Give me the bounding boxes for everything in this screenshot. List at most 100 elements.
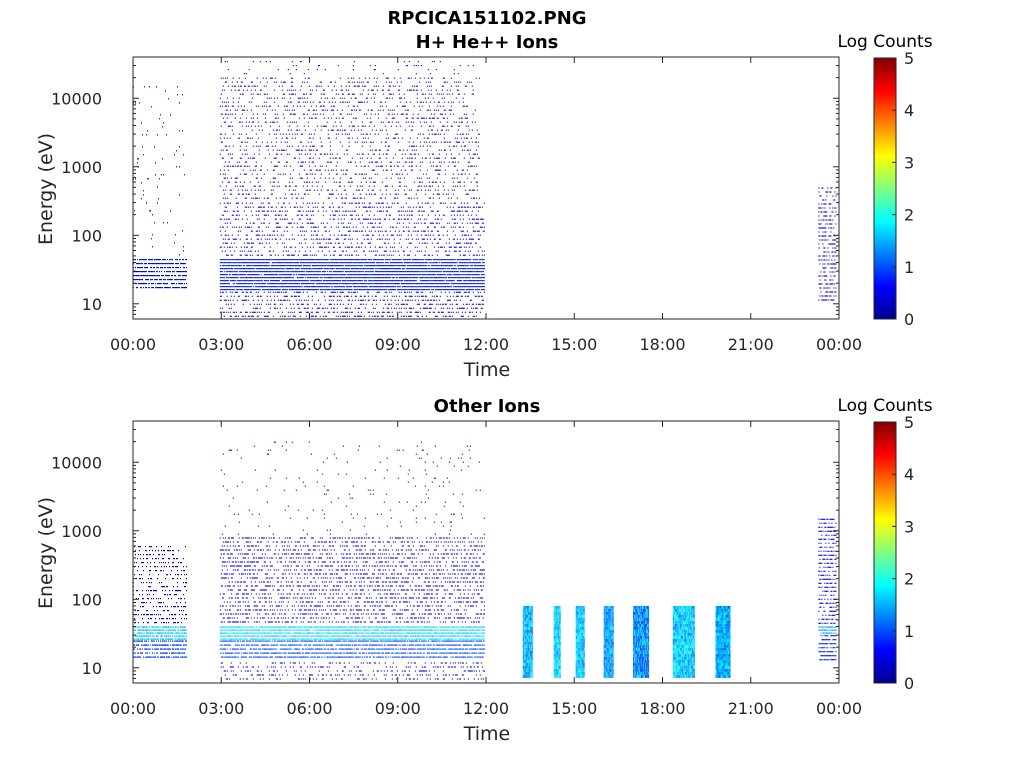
spectrogram-cell xyxy=(279,307,281,309)
spectrogram-cell xyxy=(452,206,454,208)
spectrogram-cell xyxy=(459,254,461,256)
spectrogram-cell xyxy=(309,280,311,282)
spectrogram-cell xyxy=(248,268,250,270)
spectrogram-cell xyxy=(174,154,175,156)
spectrogram-cell xyxy=(287,280,289,282)
spectrogram-cell xyxy=(413,226,415,228)
spectrogram-cell xyxy=(182,283,183,285)
spectrogram-cell xyxy=(373,259,375,261)
spectrogram-cell xyxy=(313,280,315,282)
spectrogram-cell xyxy=(376,218,378,220)
spectrogram-cell xyxy=(282,283,284,285)
spectrogram-cell xyxy=(416,311,418,313)
spectrogram-cell xyxy=(160,283,161,285)
spectrogram-cell xyxy=(158,198,159,200)
spectrogram-cell xyxy=(476,265,478,267)
spectrogram-cell xyxy=(429,286,431,288)
spectrogram-cell xyxy=(472,226,474,228)
spectrogram-cell xyxy=(393,286,395,288)
spectrogram-cell xyxy=(447,268,449,270)
spectrogram-cell xyxy=(226,280,228,282)
spectrogram-cell xyxy=(477,280,479,282)
spectrogram-cell xyxy=(181,263,182,265)
spectrogram-cell xyxy=(405,268,407,270)
spectrogram-cell xyxy=(348,271,350,273)
spectrogram-cell xyxy=(378,234,380,236)
spectrogram-cell xyxy=(417,299,419,301)
spectrogram-cell xyxy=(371,226,373,228)
spectrogram-cell xyxy=(482,280,484,282)
spectrogram-cell xyxy=(280,265,282,267)
spectrogram-cell xyxy=(426,307,428,309)
spectrogram-cell xyxy=(362,226,364,228)
spectrogram-cell xyxy=(228,277,230,279)
spectrogram-cell xyxy=(161,287,162,289)
spectrogram-cell xyxy=(331,280,333,282)
spectrogram-cell xyxy=(404,286,406,288)
spectrogram-cell xyxy=(170,267,171,269)
spectrogram-cell xyxy=(243,286,245,288)
spectrogram-cell xyxy=(257,238,259,240)
spectrogram-cell xyxy=(263,277,265,279)
spectrogram-cell xyxy=(480,280,482,282)
spectrogram-cell xyxy=(337,274,339,276)
spectrogram-cell xyxy=(404,265,406,267)
spectrogram-cell xyxy=(355,271,357,273)
spectrogram-cell xyxy=(407,265,409,267)
spectrogram-cell xyxy=(321,277,323,279)
spectrogram-cell xyxy=(453,259,455,261)
spectrogram-cell xyxy=(324,283,326,285)
spectrogram-cell xyxy=(381,289,383,291)
spectrogram-cell xyxy=(322,210,324,212)
spectrogram-cell xyxy=(468,277,470,279)
spectrogram-cell xyxy=(156,275,157,277)
spectrogram-cell xyxy=(479,262,481,264)
spectrogram-cell xyxy=(239,274,241,276)
spectrogram-cell xyxy=(455,291,457,293)
spectrogram-cell xyxy=(219,202,221,204)
spectrogram-cell xyxy=(332,271,334,273)
spectrogram-cell xyxy=(418,303,420,305)
spectrogram-cell xyxy=(229,291,231,293)
spectrogram-cell xyxy=(374,283,376,285)
spectrogram-cell xyxy=(174,287,175,289)
spectrogram-cell xyxy=(389,262,391,264)
spectrogram-cell xyxy=(449,315,451,317)
spectrogram-cell xyxy=(429,277,431,279)
spectrogram-cell xyxy=(389,226,391,228)
spectrogram-cell xyxy=(463,286,465,288)
spectrogram-cell xyxy=(453,202,455,204)
spectrogram-cell xyxy=(476,271,478,273)
spectrogram-cell xyxy=(349,259,351,261)
spectrogram-cell xyxy=(408,289,410,291)
spectrogram-cell xyxy=(459,246,461,248)
spectrogram-cell xyxy=(425,262,427,264)
spectrogram-cell xyxy=(317,274,319,276)
spectrogram-cell xyxy=(422,271,424,273)
spectrogram-region xyxy=(219,202,485,256)
spectrogram-cell xyxy=(140,275,141,277)
spectrogram-cell xyxy=(331,210,333,212)
spectrogram-cell xyxy=(395,226,397,228)
spectrogram-cell xyxy=(430,307,432,309)
spectrogram-cell xyxy=(341,291,343,293)
spectrogram-cell xyxy=(271,262,273,264)
spectrogram-cell xyxy=(285,307,287,309)
spectrogram-cell xyxy=(336,283,338,285)
spectrogram-cell xyxy=(378,291,380,293)
spectrogram-cell xyxy=(342,303,344,305)
spectrogram-cell xyxy=(256,307,258,309)
spectrogram-cell xyxy=(436,286,438,288)
spectrogram-cell xyxy=(311,274,313,276)
spectrogram-cell xyxy=(220,283,222,285)
spectrogram-cell xyxy=(440,277,442,279)
spectrogram-cell xyxy=(290,307,292,309)
spectrogram-cell xyxy=(364,265,366,267)
spectrogram-cell xyxy=(172,287,173,289)
spectrogram-cell xyxy=(301,277,303,279)
spectrogram-cell xyxy=(229,202,231,204)
spectrogram-cell xyxy=(373,206,375,208)
spectrogram-cell xyxy=(340,277,342,279)
spectrogram-cell xyxy=(341,274,343,276)
spectrogram-cell xyxy=(182,287,183,289)
